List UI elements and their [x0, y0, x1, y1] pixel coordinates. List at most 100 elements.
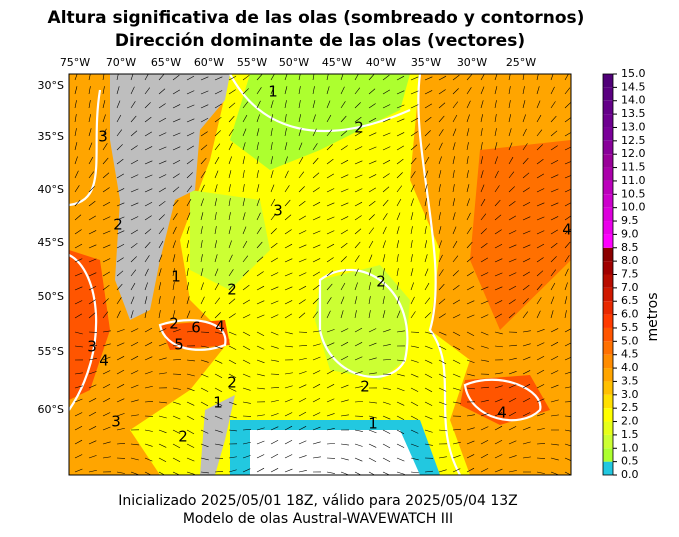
vector — [424, 90, 433, 95]
vector — [102, 370, 111, 375]
vector — [130, 269, 137, 277]
vector — [550, 86, 555, 95]
colorbar-tick-label: 6.0 — [621, 308, 639, 321]
vector — [102, 383, 111, 389]
vector — [312, 244, 321, 249]
contour-label: 5 — [174, 336, 184, 354]
vector — [312, 216, 321, 221]
vector — [550, 328, 559, 333]
vector — [522, 426, 531, 431]
vector — [172, 146, 181, 151]
vector — [270, 331, 279, 336]
vector — [452, 284, 460, 291]
contour-label: 2 — [178, 428, 188, 446]
vector — [410, 104, 419, 109]
vector — [158, 254, 163, 263]
vector — [410, 226, 413, 235]
colorbar-tick-label: 1.0 — [621, 441, 639, 454]
vector — [382, 104, 391, 109]
colorbar-tick-label: 9.0 — [621, 227, 639, 240]
vector — [466, 74, 473, 81]
vector — [564, 117, 571, 123]
vector — [172, 213, 178, 221]
colorbar-tick-label: 3.0 — [621, 388, 639, 401]
vector — [354, 188, 363, 193]
vector — [256, 331, 265, 337]
vector — [298, 470, 307, 473]
vector — [550, 443, 559, 446]
vector — [438, 212, 441, 221]
vector — [466, 440, 475, 445]
vector — [158, 357, 167, 361]
vector — [312, 128, 317, 137]
vector — [424, 103, 433, 109]
vector — [522, 412, 531, 417]
vector — [424, 198, 427, 207]
vector — [102, 244, 111, 249]
vector — [144, 255, 150, 263]
vector — [382, 186, 390, 193]
vector — [550, 399, 559, 403]
vector — [200, 171, 206, 179]
vector — [298, 114, 301, 123]
vector — [550, 471, 559, 475]
vector — [172, 226, 177, 235]
vector — [326, 413, 335, 417]
vector — [284, 468, 293, 473]
vector — [214, 415, 223, 420]
vector — [536, 243, 545, 249]
vector — [438, 415, 447, 419]
vector — [396, 212, 401, 221]
vector — [284, 331, 293, 335]
vector — [452, 345, 461, 351]
vector — [340, 229, 349, 235]
vector — [466, 454, 475, 459]
vector — [522, 74, 525, 81]
vector — [354, 174, 363, 179]
vector — [326, 188, 335, 193]
vector — [480, 272, 489, 277]
vector — [452, 428, 461, 431]
vector — [298, 371, 307, 375]
vector — [522, 383, 531, 389]
vector — [466, 184, 470, 193]
vector — [214, 170, 219, 179]
vector — [186, 282, 189, 291]
colorbar-tick-label: 0.5 — [621, 455, 639, 468]
vector — [284, 128, 287, 137]
vector — [522, 86, 525, 95]
colorbar-segment — [603, 354, 613, 369]
vector — [298, 440, 307, 445]
vector — [410, 401, 419, 407]
vector — [270, 314, 279, 319]
vector — [536, 329, 545, 333]
vector — [214, 331, 223, 335]
vector — [522, 271, 530, 277]
vector — [284, 74, 288, 81]
vector — [382, 118, 391, 123]
vector — [102, 201, 111, 207]
vector — [564, 215, 571, 221]
vector — [242, 359, 251, 364]
vector — [410, 282, 414, 291]
vector — [186, 212, 191, 221]
vector — [200, 144, 208, 151]
vector — [116, 202, 125, 207]
lon-label: 70°W — [106, 56, 136, 69]
vector — [270, 453, 279, 459]
vector — [228, 89, 236, 95]
vector — [452, 314, 461, 319]
vector — [256, 170, 259, 179]
vector — [270, 426, 279, 431]
vector — [494, 425, 503, 431]
vector — [354, 401, 363, 403]
vector — [144, 327, 153, 333]
vector — [564, 188, 571, 193]
vector — [186, 387, 195, 392]
vector — [354, 471, 362, 475]
vector — [536, 398, 545, 403]
vector — [536, 413, 545, 417]
contour-label: 6 — [191, 319, 201, 337]
vector — [214, 226, 217, 235]
vector — [144, 201, 153, 207]
